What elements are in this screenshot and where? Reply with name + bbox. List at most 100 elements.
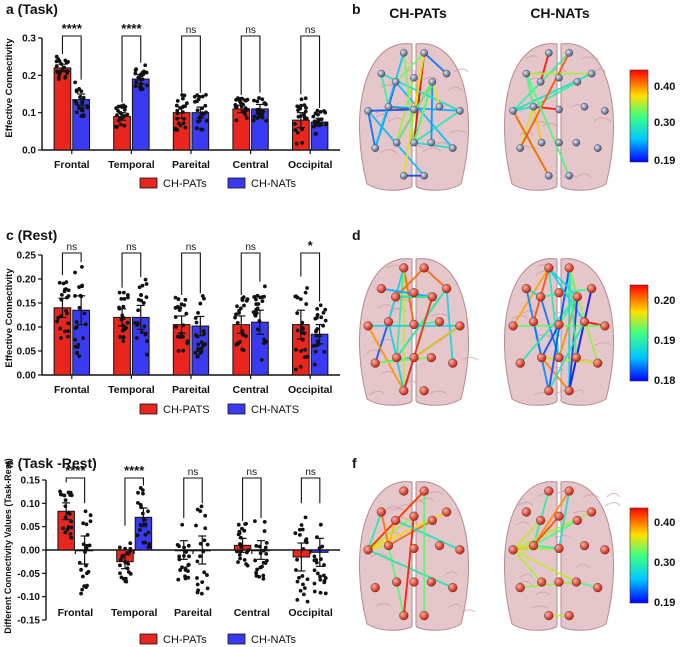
point-c-0-1-10 (118, 334, 123, 339)
point-c-1-0-18 (73, 337, 78, 342)
hemisphere-right (415, 43, 470, 191)
point-e-1-2-16 (202, 538, 207, 543)
point-a-1-4-18 (314, 131, 318, 136)
point-e-0-4-21 (304, 537, 309, 542)
electrode-node-0 (399, 49, 408, 57)
electrode-node-3 (587, 284, 597, 294)
connection-edge (367, 511, 383, 551)
point-c-0-1-5 (121, 339, 126, 344)
bar-a-ch-pats-frontal (53, 67, 72, 151)
sig-label-c-3: ns (245, 242, 256, 253)
electrode-node-13 (593, 144, 602, 152)
point-c-1-0-14 (74, 320, 79, 324)
point-e-1-2-19 (195, 559, 200, 564)
electrode-node-3 (442, 284, 452, 294)
point-c-0-3-8 (244, 334, 248, 339)
point-e-1-3-20 (261, 560, 266, 565)
point-e-1-4-18 (315, 571, 320, 576)
point-e-0-1-13 (123, 576, 128, 581)
point-e-1-1-13 (141, 540, 146, 545)
point-c-1-1-20 (144, 352, 149, 357)
point-a-0-0-10 (63, 74, 68, 79)
electrode-node-3 (442, 69, 451, 78)
electrode-node-7 (508, 545, 518, 555)
panel-f-colorbar: 0.40 0.30 0.19 (629, 507, 675, 609)
electrode-node-3 (587, 69, 596, 78)
point-e-0-2-7 (183, 566, 188, 571)
point-e-0-2-21 (186, 575, 191, 580)
point-e-0-3-15 (242, 558, 247, 562)
electrode-node-11 (554, 319, 564, 330)
point-e-0-0-21 (69, 519, 74, 524)
point-e-0-4-9 (300, 527, 305, 532)
point-e-0-4-7 (297, 575, 301, 580)
point-e-0-0-4 (62, 493, 67, 498)
point-a-0-3-11 (244, 116, 249, 120)
point-a-1-0-16 (81, 113, 86, 117)
point-c-0-3-14 (233, 315, 237, 320)
sig-bracket-e-1 (124, 477, 144, 526)
colorbar-f-tick-bottom: 0.19 (654, 597, 675, 609)
point-c-0-0-12 (66, 294, 71, 298)
sig-bracket-a-0 (61, 35, 82, 80)
point-c-0-2-21 (179, 302, 184, 307)
gyrus-line (369, 390, 385, 396)
point-e-0-0-6 (58, 489, 62, 494)
sig-label-c-4: * (308, 238, 314, 253)
point-a-0-0-21 (66, 59, 70, 64)
gyrus-line (552, 67, 567, 73)
chart-c-y-axis: 0.00 0.05 0.10 0.15 0.20 0.25 (17, 251, 43, 382)
electrode-node-11 (409, 319, 419, 330)
chart-e-bars (57, 486, 329, 604)
electrode-node-18 (564, 610, 574, 621)
point-a-0-2-15 (173, 127, 178, 132)
electrode-node-9 (384, 102, 393, 111)
point-e-0-1-9 (119, 575, 124, 580)
point-e-0-1-15 (126, 570, 131, 574)
point-a-1-1-15 (144, 70, 149, 75)
point-e-0-2-11 (186, 543, 191, 548)
point-e-1-1-18 (146, 509, 150, 514)
electrode-node-13 (448, 144, 457, 152)
point-e-1-2-13 (198, 554, 202, 559)
connection-edge (402, 296, 434, 391)
electrode-node-5 (572, 292, 582, 302)
electrode-node-1 (564, 486, 574, 496)
point-e-1-3-13 (263, 545, 268, 550)
point-e-1-1-11 (136, 500, 140, 505)
point-c-1-1-17 (143, 277, 148, 282)
point-c-1-1-3 (141, 300, 146, 305)
connection-edge (540, 324, 560, 359)
x-tick-label-c-3: Central (233, 384, 269, 396)
point-c-1-0-5 (73, 294, 77, 298)
gyrus-line (461, 609, 476, 613)
point-e-0-2-10 (178, 568, 182, 572)
point-c-1-3-15 (254, 311, 259, 315)
point-e-1-0-10 (79, 591, 83, 596)
point-e-0-1-10 (117, 545, 122, 550)
chart-c-significance: ns ns ns ns * (61, 238, 321, 302)
x-tick-label-c-1: Temporal (108, 384, 155, 396)
connection-edge (533, 81, 578, 108)
electrode-node-4 (391, 292, 401, 302)
legend-c-label-nats: CH-NATS (251, 404, 299, 416)
sig-bracket-a-3 (240, 35, 261, 95)
point-c-0-0-17 (57, 280, 62, 285)
electrode-node-11 (554, 543, 564, 554)
connection-edge (568, 288, 593, 391)
point-c-0-4-2 (304, 302, 309, 306)
point-a-1-0-19 (77, 87, 82, 91)
point-c-1-4-16 (323, 307, 328, 312)
panel-f-brains (358, 481, 621, 631)
point-c-1-3-11 (258, 295, 263, 300)
electrode-node-8 (600, 545, 610, 555)
point-e-0-2-6 (176, 577, 181, 582)
point-c-0-1-9 (119, 296, 124, 301)
connection-edge (519, 296, 579, 364)
y-tick-label-a-2: 0.2 (22, 71, 36, 82)
point-c-0-1-19 (119, 317, 124, 322)
sig-bracket-a-4 (300, 35, 321, 109)
point-e-0-0-10 (69, 525, 74, 530)
gyrus-line (375, 602, 392, 608)
point-e-1-2-3 (202, 570, 207, 575)
